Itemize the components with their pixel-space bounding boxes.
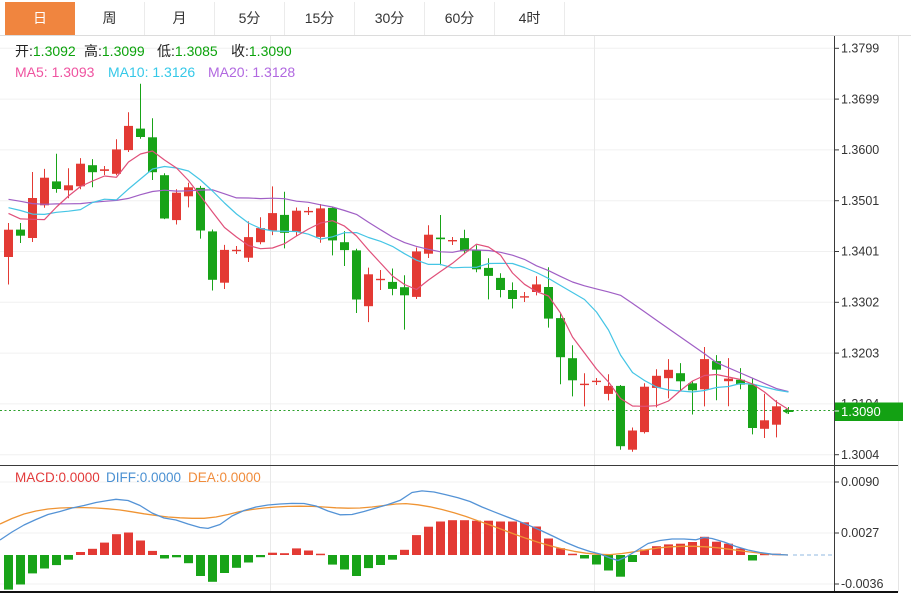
svg-text:1.3203: 1.3203 [841, 346, 879, 360]
svg-text:1.3600: 1.3600 [841, 143, 879, 157]
svg-text:1.3302: 1.3302 [841, 296, 879, 310]
svg-text:1.3699: 1.3699 [841, 92, 879, 106]
svg-text:0.0027: 0.0027 [841, 526, 879, 540]
svg-text:1.3401: 1.3401 [841, 245, 879, 259]
svg-text:1.3004: 1.3004 [841, 448, 879, 462]
svg-text:1.3501: 1.3501 [841, 194, 879, 208]
svg-text:1.3799: 1.3799 [841, 42, 879, 56]
svg-text:0.0090: 0.0090 [841, 475, 879, 489]
svg-text:-0.0036: -0.0036 [841, 577, 883, 591]
svg-text:1.3090: 1.3090 [841, 404, 881, 419]
